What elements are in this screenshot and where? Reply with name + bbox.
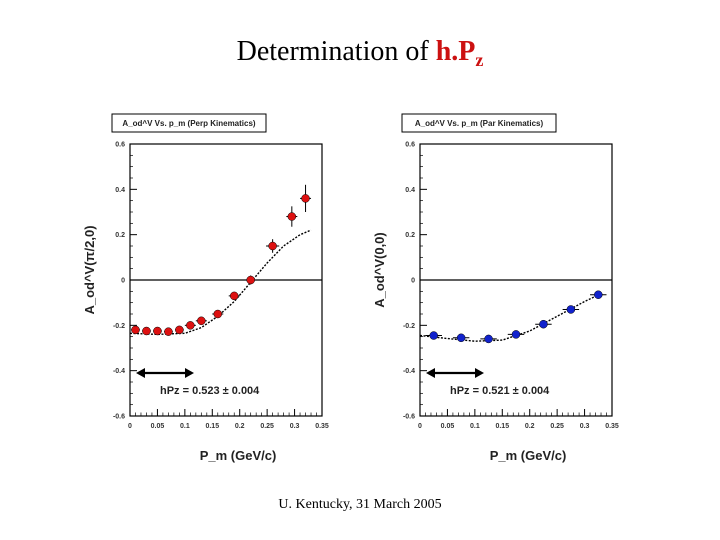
left-data-point [229,291,239,301]
left-chart-title: A_od^V Vs. p_m (Perp Kinematics) [122,119,255,128]
left-y-tick-label: -0.4 [113,368,125,375]
left-data-point [142,326,151,336]
left-y-tick-label: 0.2 [115,232,125,239]
left-x-axis-label: P_m (GeV/c) [200,448,277,463]
footer-text: U. Kentucky, 31 March 2005 [278,497,442,512]
left-y-tick-label: 0 [121,278,125,285]
right-x-tick-label: 0.15 [495,423,509,430]
left-data-point [164,327,173,336]
left-x-tick-label: 0.35 [315,423,329,430]
left-x-tick-label: 0.05 [151,423,165,430]
left-x-tick-label: 0.2 [235,423,245,430]
right-x-tick-label: 0.2 [525,423,535,430]
right-y-tick-label: 0 [411,278,415,285]
right-data-point [429,331,438,340]
right-y-tick-label: -0.2 [403,323,415,330]
right-hpz-annotation: hPz = 0.521 ± 0.004 [450,385,550,397]
left-data-point [131,325,140,335]
left-y-axis-label: A_od^V(π/2,0) [82,225,97,314]
right-y-tick-label: 0.6 [405,142,415,149]
right-y-tick-label: -0.4 [403,368,415,375]
left-x-tick-label: 0.25 [260,423,274,430]
slide-title: Determination of h.Pz [0,36,720,71]
left-x-tick-label: 0.1 [180,423,190,430]
right-fit-curve [419,292,602,342]
right-data-point [456,333,466,343]
left-data-point [175,325,184,335]
right-x-axis-label: P_m (GeV/c) [490,448,567,463]
left-y-tick-label: 0.4 [115,187,125,194]
right-arrow-head-right [475,368,484,378]
left-x-tick-label: 0 [128,423,132,430]
right-data-point [566,305,576,314]
right-x-tick-label: 0 [418,423,422,430]
left-data-point [246,275,255,285]
left-data-point [186,321,195,330]
right-chart-title: A_od^V Vs. p_m (Par Kinematics) [415,119,544,128]
right-data-point [511,330,521,339]
right-x-tick-label: 0.05 [441,423,455,430]
right-chart: A_od^V Vs. p_m (Par Kinematics) -0.6 -0.4 -… [372,113,619,463]
right-x-tick-label: 0.3 [580,423,590,430]
left-fit-curve [129,229,312,336]
title-highlight: h.Pz [435,36,484,70]
left-title-box [111,113,267,133]
title-highlight-main: h.P [435,36,476,67]
left-x-tick-label: 0.15 [205,423,219,430]
right-data-point [594,290,603,299]
title-prefix: Determination of [236,36,436,67]
left-x-tick-label: 0.3 [290,423,300,430]
right-y-axis-label: A_od^V(0,0) [372,232,387,308]
left-chart: A_od^V Vs. p_m (Perp Kinematics) -0.6 -0.4… [82,113,329,463]
left-arrow-head-right [185,368,194,378]
right-x-tick-label: 0.35 [605,423,619,430]
right-data-point [484,334,493,344]
left-y-tick-label: 0.6 [115,142,125,149]
right-y-tick-label: 0.2 [405,232,415,239]
left-data-point [268,241,277,251]
right-x-tick-label: 0.1 [470,423,480,430]
title-subscript: z [475,50,484,70]
left-data-point [213,309,223,319]
right-y-tick-label: -0.6 [403,414,415,421]
right-title-box [401,113,557,133]
left-arrow-head-left [136,368,145,378]
left-data-point [287,212,297,221]
right-x-tick-label: 0.25 [550,423,564,430]
left-y-tick-label: -0.2 [113,323,125,330]
left-y-tick-label: -0.6 [113,414,125,421]
right-data-point [539,319,548,329]
left-data-point [197,316,206,326]
right-arrow-head-left [426,368,435,378]
left-data-point [301,194,310,203]
right-y-tick-label: 0.4 [405,187,415,194]
left-hpz-annotation: hPz = 0.523 ± 0.004 [160,385,260,397]
left-data-point [153,326,162,336]
